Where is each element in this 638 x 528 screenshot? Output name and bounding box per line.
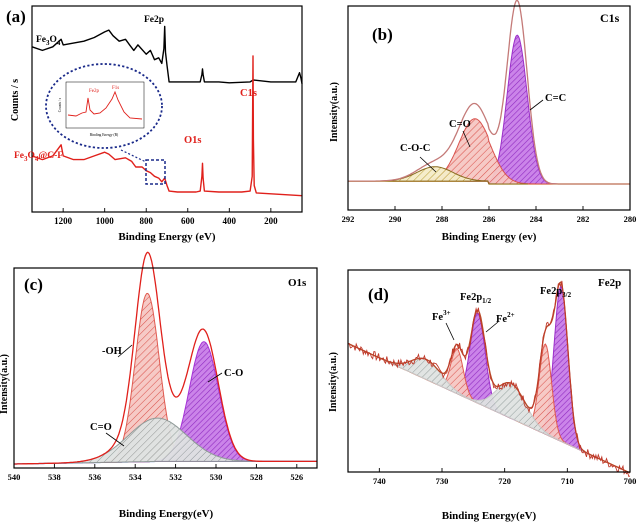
x-tick-label: 740 bbox=[373, 476, 386, 486]
panel-d-plot bbox=[347, 280, 631, 477]
panel-b-xlabel: Binding Energy (ev) bbox=[442, 231, 537, 243]
x-tick-label: 536 bbox=[88, 472, 101, 482]
panel-c-x-ticks: 540 538 536 534 532 530 528 526 bbox=[8, 464, 303, 482]
arrow-c-eq-c bbox=[529, 99, 544, 111]
x-tick-label: 280 bbox=[624, 214, 637, 224]
panel-d: 740 730 720 710 700 (d) Fe2p Binding Energy(… bbox=[328, 269, 636, 522]
label-fe2p: Fe2p bbox=[144, 15, 164, 25]
panel-b-plot bbox=[348, 0, 630, 185]
panel-d-frame bbox=[347, 269, 631, 473]
peak-fe2p3-2 bbox=[525, 285, 597, 458]
panel-a-plot bbox=[31, 25, 303, 197]
x-tick-label: 532 bbox=[169, 472, 182, 482]
panel-b-corner: C1s bbox=[600, 11, 620, 25]
panel-b-label: (b) bbox=[372, 25, 393, 44]
peak-c-o-c bbox=[348, 166, 528, 185]
arrow-c-o bbox=[207, 372, 223, 383]
arrow-c-eq-o-c bbox=[105, 432, 125, 447]
x-tick-label: 286 bbox=[483, 214, 496, 224]
x-tick-label: 284 bbox=[530, 214, 544, 224]
panel-c: 540 538 536 534 532 530 528 526 (c) O1s Binding… bbox=[0, 251, 318, 520]
label-fe3o4-cf: Fe3O4@C-F bbox=[14, 151, 63, 163]
panel-b-ylabel: Intensity(a.u.) bbox=[329, 82, 340, 142]
panel-a-xlabel: Binding Energy (eV) bbox=[118, 231, 216, 243]
label-o1s: O1s bbox=[184, 135, 202, 146]
label-oh: -OH bbox=[102, 346, 122, 357]
x-tick-label: 530 bbox=[210, 472, 223, 482]
x-tick-label: 730 bbox=[436, 476, 449, 486]
panel-d-x-ticks: 740 730 720 710 700 bbox=[373, 468, 636, 486]
panel-c-xlabel: Binding Energy(eV) bbox=[119, 508, 214, 520]
x-tick-label: 528 bbox=[250, 472, 263, 482]
inset-curve bbox=[67, 90, 143, 120]
panel-c-ylabel: Intensity(a.u.) bbox=[0, 354, 10, 414]
arrow-c-o-c bbox=[419, 156, 437, 173]
x-tick-label: 534 bbox=[129, 472, 143, 482]
label-fe3o4: Fe3O4 bbox=[36, 35, 61, 47]
panel-a-ylabel: Counts / s bbox=[10, 79, 21, 121]
x-tick-label: 538 bbox=[48, 472, 61, 482]
inset-frame bbox=[65, 81, 145, 129]
panel-d-corner: Fe2p bbox=[598, 277, 621, 289]
x-tick-label: 200 bbox=[264, 216, 278, 226]
panel-b-x-ticks: 292 290 288 286 284 282 280 bbox=[342, 206, 637, 224]
x-tick-label: 282 bbox=[577, 214, 590, 224]
inset-label-fe2p: Fe2p bbox=[89, 89, 100, 94]
label-c-eq-o: C=O bbox=[449, 119, 471, 130]
panel-a: 1200 1000 800 600 400 200 (a) Binding Energy … bbox=[6, 5, 303, 243]
inset-ylabel: Counts / s bbox=[58, 97, 62, 112]
panel-a-label: (a) bbox=[6, 7, 26, 26]
series-line-fe3o4-cf bbox=[31, 55, 303, 197]
x-tick-label: 800 bbox=[139, 216, 153, 226]
x-tick-label: 600 bbox=[181, 216, 195, 226]
arrow-oh bbox=[117, 344, 133, 358]
x-tick-label: 540 bbox=[8, 472, 21, 482]
x-tick-label: 1000 bbox=[96, 216, 115, 226]
panel-c-label: (c) bbox=[24, 275, 43, 294]
panel-d-label: (d) bbox=[368, 285, 389, 304]
arrow-fe2plus bbox=[485, 321, 499, 333]
label-fe3plus: Fe3+ bbox=[432, 309, 451, 323]
panel-d-ylabel: Intensity(a.u.) bbox=[328, 352, 339, 412]
x-tick-label: 288 bbox=[436, 214, 449, 224]
label-c-o: C-O bbox=[224, 368, 243, 379]
label-c-eq-c: C=C bbox=[545, 93, 566, 104]
x-tick-label: 700 bbox=[624, 476, 637, 486]
raw-data-line bbox=[347, 280, 631, 477]
label-c-o-c: C-O-C bbox=[400, 143, 430, 154]
x-tick-label: 1200 bbox=[54, 216, 73, 226]
series-line-fe3o4 bbox=[31, 25, 303, 84]
arrow-fe3plus bbox=[445, 322, 455, 341]
inset-leader-line bbox=[120, 149, 147, 163]
panel-a-x-ticks: 1200 1000 800 600 400 200 bbox=[54, 208, 278, 226]
label-c1s: C1s bbox=[240, 88, 257, 99]
panel-a-frame bbox=[31, 5, 303, 213]
label-c-eq-o-c: C=O bbox=[90, 422, 112, 433]
inset-label-f1s: F1s bbox=[112, 86, 119, 91]
x-tick-label: 710 bbox=[561, 476, 574, 486]
panel-c-frame bbox=[13, 267, 318, 469]
x-tick-label: 290 bbox=[389, 214, 402, 224]
label-fe2p32: Fe2p3/2 bbox=[540, 286, 572, 299]
peak-c-o bbox=[14, 417, 309, 465]
x-tick-label: 400 bbox=[223, 216, 237, 226]
x-tick-label: 292 bbox=[342, 214, 355, 224]
x-tick-label: 526 bbox=[290, 472, 303, 482]
x-tick-label: 720 bbox=[498, 476, 511, 486]
panel-b: 292 290 288 286 284 282 280 (b) C1s Binding En… bbox=[329, 0, 636, 243]
inset-source-box bbox=[145, 159, 166, 185]
envelope-line bbox=[348, 0, 630, 185]
arrow-c-eq-o bbox=[462, 130, 471, 148]
inset-xlabel: Binding Energy (B) bbox=[90, 133, 119, 137]
label-fe2plus: Fe2+ bbox=[496, 311, 515, 325]
panel-c-plot bbox=[14, 251, 317, 465]
label-fe2p12: Fe2p1/2 bbox=[460, 292, 492, 305]
panel-d-xlabel: Binding Energy(eV) bbox=[442, 510, 537, 522]
envelope-line bbox=[14, 251, 317, 465]
panel-c-corner: O1s bbox=[288, 277, 307, 289]
inset: Fe2p F1s Binding Energy (B) Counts / s bbox=[45, 63, 166, 185]
